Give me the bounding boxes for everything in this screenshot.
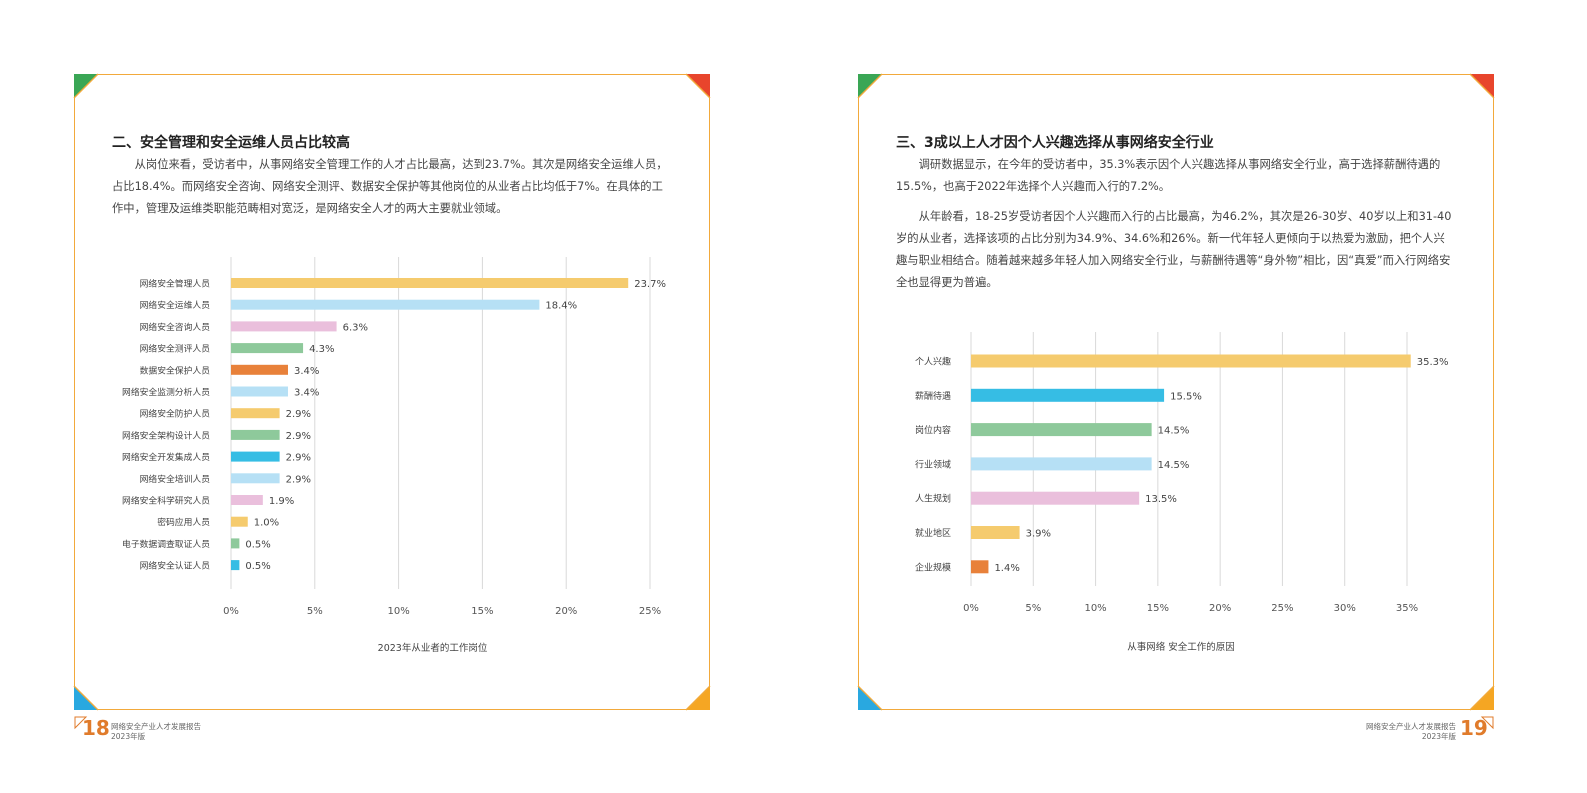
right-page: 三、3成以上人才因个人兴趣选择从事网络安全行业 调研数据显示，在今年的受访者中，… xyxy=(858,74,1494,710)
x-tick-label: 20% xyxy=(555,606,577,617)
x-tick-label: 10% xyxy=(387,606,409,617)
category-label: 网络安全测评人员 xyxy=(140,343,211,355)
bar xyxy=(231,495,263,505)
bar xyxy=(971,354,1411,368)
x-tick-label: 5% xyxy=(307,606,323,617)
left-page-number: 18 xyxy=(82,716,110,740)
chart-title: 2023年从业者的工作岗位 xyxy=(378,642,488,654)
bar xyxy=(971,388,1165,402)
bar xyxy=(231,364,288,375)
x-tick-label: 0% xyxy=(963,603,979,614)
value-label: 1.4% xyxy=(994,563,1019,574)
right-page-frame xyxy=(858,74,1494,710)
value-label: 3.4% xyxy=(294,388,319,399)
value-label: 0.5% xyxy=(245,539,270,550)
x-tick-label: 0% xyxy=(223,606,239,617)
category-label: 网络安全防护人员 xyxy=(140,408,211,420)
left-paragraph: 从岗位来看，受访者中，从事网络安全管理工作的人才占比最高，达到23.7%。其次是… xyxy=(112,158,668,215)
value-label: 3.9% xyxy=(1026,529,1051,540)
bar xyxy=(971,560,989,574)
value-label: 2.9% xyxy=(286,474,311,485)
value-label: 35.3% xyxy=(1417,357,1449,368)
bar xyxy=(231,386,288,397)
left-page-frame xyxy=(74,74,710,710)
category-label: 岗位内容 xyxy=(915,424,951,436)
bar xyxy=(231,516,248,527)
x-tick-label: 25% xyxy=(639,606,661,617)
chart-title: 从事网络 安全工作的原因 xyxy=(1127,641,1235,653)
value-label: 15.5% xyxy=(1170,391,1202,402)
category-label: 企业规模 xyxy=(915,561,951,573)
bar xyxy=(231,343,304,354)
right-footer-text: 网络安全产业人才发展报告 2023年版 xyxy=(1360,722,1456,742)
value-label: 23.7% xyxy=(634,279,666,290)
left-section-heading: 二、安全管理和安全运维人员占比较高 xyxy=(112,135,350,151)
value-label: 14.5% xyxy=(1158,426,1190,437)
value-label: 2.9% xyxy=(286,453,311,464)
category-label: 网络安全管理人员 xyxy=(140,278,211,290)
category-label: 网络安全架构设计人员 xyxy=(122,429,210,441)
value-label: 0.5% xyxy=(245,561,270,572)
bar xyxy=(231,560,240,571)
category-label: 网络安全培训人员 xyxy=(140,473,211,485)
right-paragraph-1: 调研数据显示，在今年的受访者中，35.3%表示因个人兴趣选择从事网络安全行业，高… xyxy=(896,158,1441,193)
category-label: 网络安全开发集成人员 xyxy=(122,451,210,463)
category-label: 人生规划 xyxy=(915,493,951,505)
job-position-chart: 0% 5% 10% 15% 20% 25% 网络安全管理人员 23.7% 网络安全运维人员 18.… xyxy=(122,257,666,654)
category-label: 密码应用人员 xyxy=(157,516,210,528)
value-label: 14.5% xyxy=(1158,460,1190,471)
x-tick-label: 35% xyxy=(1396,603,1418,614)
left-footer-edition: 2023年版 xyxy=(111,732,146,741)
x-tick-label: 20% xyxy=(1209,603,1231,614)
right-page-number: 19 xyxy=(1460,716,1488,740)
bar xyxy=(971,491,1140,505)
bar xyxy=(231,538,240,549)
bar xyxy=(231,278,629,288)
value-label: 2.9% xyxy=(286,431,311,442)
right-paragraph-2: 从年龄看，18-25岁受访者因个人兴趣而入行的占比最高，为46.2%，其次是26… xyxy=(896,210,1452,289)
value-label: 6.3% xyxy=(343,322,368,333)
value-label: 3.4% xyxy=(294,366,319,377)
bar xyxy=(231,451,280,462)
value-label: 13.5% xyxy=(1145,494,1177,505)
bar xyxy=(231,299,540,310)
category-label: 数据安全保护人员 xyxy=(140,364,211,376)
x-tick-label: 5% xyxy=(1025,603,1041,614)
bar xyxy=(231,473,280,484)
left-footer-text: 网络安全产业人才发展报告 2023年版 xyxy=(111,722,201,742)
value-label: 1.0% xyxy=(254,518,279,529)
x-tick-label: 30% xyxy=(1334,603,1356,614)
x-tick-label: 15% xyxy=(1147,603,1169,614)
career-reason-chart: 0% 5% 10% 15% 20% 25% 30% 35% 个人兴趣 35.3% 薪酬待遇 15.5%… xyxy=(915,332,1449,653)
bar xyxy=(231,408,280,419)
category-label: 网络安全认证人员 xyxy=(140,560,211,572)
right-section-heading: 三、3成以上人才因个人兴趣选择从事网络安全行业 xyxy=(896,135,1214,151)
x-tick-label: 15% xyxy=(471,606,493,617)
category-label: 网络安全监测分析人员 xyxy=(122,386,210,398)
bar xyxy=(971,423,1152,437)
right-footer-edition: 2023年版 xyxy=(1421,732,1456,741)
category-label: 就业地区 xyxy=(915,527,951,539)
bar xyxy=(971,526,1020,539)
value-label: 1.9% xyxy=(269,496,294,507)
bar xyxy=(971,457,1152,471)
category-label: 行业领域 xyxy=(915,458,951,470)
bar xyxy=(231,321,337,332)
category-label: 网络安全咨询人员 xyxy=(140,321,211,333)
category-label: 个人兴趣 xyxy=(915,356,951,368)
category-label: 薪酬待遇 xyxy=(915,390,951,402)
category-label: 网络安全运维人员 xyxy=(140,299,211,311)
value-label: 2.9% xyxy=(286,409,311,420)
x-tick-label: 10% xyxy=(1084,603,1106,614)
left-page: 二、安全管理和安全运维人员占比较高 从岗位来看，受访者中，从事网络安全管理工作的… xyxy=(74,74,710,710)
value-label: 4.3% xyxy=(309,344,334,355)
x-tick-label: 25% xyxy=(1271,603,1293,614)
left-footer-title: 网络安全产业人才发展报告 xyxy=(111,722,201,731)
right-footer-title: 网络安全产业人才发展报告 xyxy=(1366,722,1456,731)
value-label: 18.4% xyxy=(545,301,577,312)
category-label: 电子数据调查取证人员 xyxy=(122,538,210,550)
category-label: 网络安全科学研究人员 xyxy=(122,495,210,507)
bar xyxy=(231,429,280,440)
